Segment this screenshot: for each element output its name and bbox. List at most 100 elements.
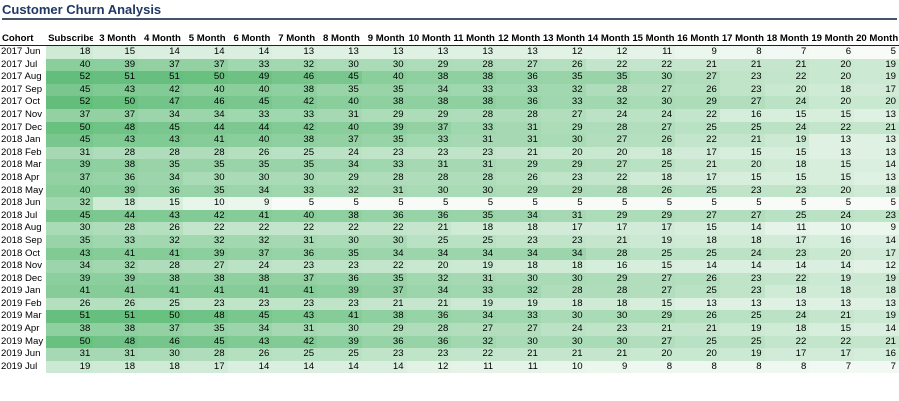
heatmap-cell: 33: [361, 159, 407, 172]
heatmap-cell: 22: [585, 171, 631, 185]
heatmap-cell: 25: [719, 121, 765, 135]
column-header: 5 Month: [182, 33, 228, 46]
heatmap-cell: 30: [272, 171, 318, 185]
cohort-label: 2017 Jul: [0, 58, 47, 72]
heatmap-cell: 52: [46, 71, 94, 84]
heatmap-cell: 37: [317, 134, 362, 147]
cohort-label: 2018 Aug: [0, 222, 47, 235]
heatmap-cell: 28: [451, 108, 497, 122]
heatmap-cell: 20: [809, 58, 855, 72]
heatmap-cell: 31: [451, 134, 497, 147]
heatmap-cell: 37: [93, 108, 139, 122]
heatmap-cell: 41: [46, 285, 94, 298]
heatmap-cell: 20: [630, 348, 676, 361]
heatmap-cell: 37: [406, 121, 452, 135]
column-header: 15 Month: [630, 33, 676, 46]
heatmap-cell: 48: [93, 121, 139, 135]
heatmap-cell: 26: [630, 134, 676, 147]
heatmap-cell: 12: [406, 360, 452, 374]
cohort-row: 2018 Jun 32 18 15 10 9 5 5 5 5 5 5 5 5 5 5 5 5 5 5: [0, 197, 899, 210]
heatmap-cell: 34: [227, 323, 273, 336]
heatmap-cell: 41: [138, 285, 183, 298]
cohort-label: 2017 Dec: [0, 121, 47, 135]
heatmap-cell: 22: [809, 121, 855, 135]
heatmap-cell: 5: [361, 197, 407, 210]
heatmap-cell: 42: [272, 121, 318, 135]
column-header: 6 Month: [227, 33, 273, 46]
cohort-row: 2018 Mar 39 38 35 35 35 35 34 33 31 31 29 29 27 25 21 20…: [0, 159, 899, 172]
heatmap-cell: 10: [809, 222, 855, 235]
heatmap-cell: 51: [46, 310, 94, 324]
heatmap-cell: 17: [854, 247, 899, 261]
heatmap-cell: 7: [854, 360, 899, 374]
heatmap-cell: 7: [809, 360, 855, 374]
heatmap-cell: 28: [451, 171, 497, 185]
column-header: 18 Month: [764, 33, 810, 46]
heatmap-cell: 38: [361, 310, 407, 324]
heatmap-cell: 17: [809, 348, 855, 361]
heatmap-cell: 23: [272, 297, 318, 311]
cohort-row: 2017 Jul 40 39 37 37 33 32 30 30 29 28 27 26 22 22 21 21…: [0, 58, 899, 72]
heatmap-cell: 41: [317, 310, 362, 324]
heatmap-cell: 13: [451, 45, 497, 59]
heatmap-cell: 43: [272, 310, 318, 324]
heatmap-cell: 19: [451, 297, 497, 311]
heatmap-cell: 44: [182, 121, 228, 135]
column-header: 14 Month: [585, 33, 631, 46]
heatmap-cell: 18: [540, 297, 586, 311]
heatmap-cell: 14: [272, 360, 318, 374]
heatmap-cell: 8: [630, 360, 676, 374]
cohort-label: 2019 Jun: [0, 348, 47, 361]
cohort-label: 2019 May: [0, 335, 47, 349]
heatmap-cell: 17: [585, 222, 631, 235]
heatmap-cell: 28: [93, 146, 139, 160]
heatmap-cell: 22: [630, 58, 676, 72]
heatmap-cell: 45: [227, 310, 273, 324]
heatmap-cell: 37: [361, 285, 407, 298]
heatmap-cell: 50: [46, 335, 94, 349]
heatmap-cell: 30: [585, 310, 631, 324]
heatmap-cell: 23: [585, 323, 631, 336]
heatmap-cell: 29: [406, 58, 452, 72]
heatmap-cell: 21: [406, 297, 452, 311]
heatmap-cell: 32: [540, 83, 586, 97]
heatmap-cell: 35: [182, 323, 228, 336]
heatmap-cell: 20: [809, 71, 855, 84]
heatmap-cell: 38: [93, 159, 139, 172]
heatmap-cell: 26: [138, 222, 183, 235]
heatmap-cell: 15: [630, 297, 676, 311]
heatmap-cell: 37: [138, 58, 183, 72]
heatmap-cell: 35: [585, 71, 631, 84]
heatmap-cell: 38: [406, 96, 452, 109]
cohort-row: 2018 May 40 39 36 35 34 33 32 31 30 30 29 29 28 26 25 23…: [0, 184, 899, 198]
heatmap-cell: 10: [182, 197, 228, 210]
heatmap-cell: 44: [93, 209, 139, 223]
heatmap-cell: 19: [496, 297, 541, 311]
heatmap-cell: 21: [585, 234, 631, 248]
cohort-row: 2017 Sep 45 43 42 40 40 38 35 35 34 33 33 32 28 27 26 23…: [0, 83, 899, 97]
heatmap-cell: 30: [182, 171, 228, 185]
heatmap-cell: 19: [630, 234, 676, 248]
heatmap-cell: 43: [227, 335, 273, 349]
heatmap-cell: 36: [93, 171, 139, 185]
heatmap-cell: 27: [496, 58, 541, 72]
heatmap-cell: 18: [496, 222, 541, 235]
heatmap-cell: 25: [138, 297, 183, 311]
heatmap-cell: 17: [182, 360, 228, 374]
heatmap-cell: 27: [719, 96, 765, 109]
heatmap-cell: 19: [854, 272, 899, 286]
heatmap-cell: 22: [809, 335, 855, 349]
heatmap-cell: 18: [93, 197, 139, 210]
cohort-label: 2017 Sep: [0, 83, 47, 97]
heatmap-cell: 28: [138, 260, 183, 273]
heatmap-cell: 38: [182, 272, 228, 286]
cohort-row: 2018 Nov 34 32 28 27 24 23 23 22 20 19 18 18 16 15 14 14…: [0, 260, 899, 273]
heatmap-cell: 34: [540, 247, 586, 261]
heatmap-cell: 35: [182, 159, 228, 172]
heatmap-cell: 13: [496, 45, 541, 59]
heatmap-cell: 41: [93, 247, 139, 261]
cohort-row: 2017 Dec 50 48 45 44 44 42 40 39 37 33 31 29 28 27 25 25…: [0, 121, 899, 135]
heatmap-cell: 14: [854, 234, 899, 248]
heatmap-cell: 34: [182, 108, 228, 122]
heatmap-cell: 39: [317, 285, 362, 298]
